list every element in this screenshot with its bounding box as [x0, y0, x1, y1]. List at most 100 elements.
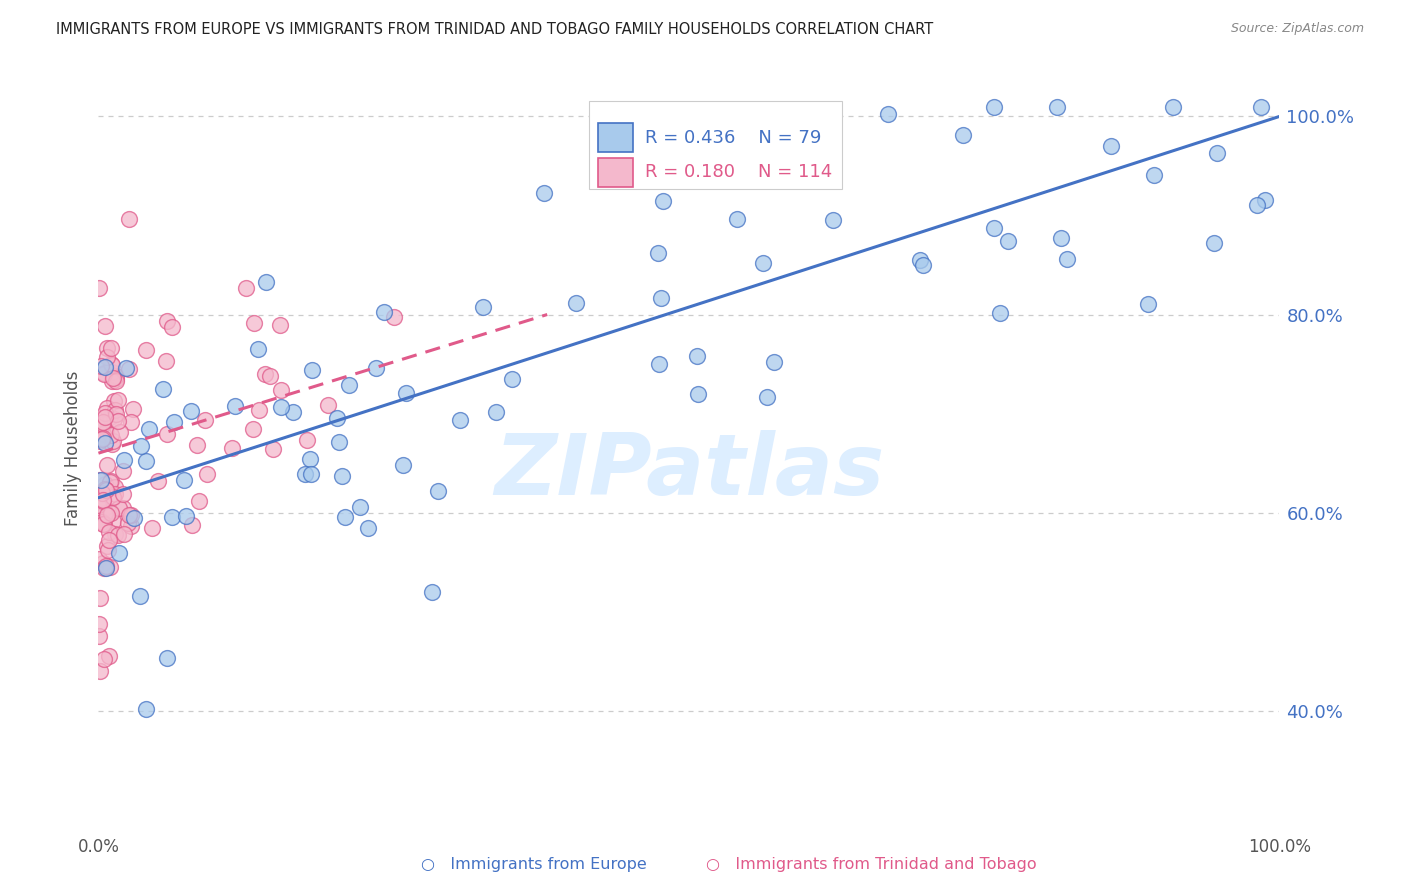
Point	[298, 451, 321, 466]
Point	[104, 374, 127, 388]
Point	[104, 368, 127, 383]
Point	[96, 458, 118, 472]
Point	[93, 516, 115, 531]
Point	[107, 546, 129, 560]
Point	[118, 508, 141, 522]
Point	[357, 520, 380, 534]
Point	[755, 390, 778, 404]
Point	[1254, 193, 1277, 207]
Point	[94, 560, 117, 574]
Point	[91, 415, 114, 429]
Point	[983, 221, 1005, 235]
Point	[93, 435, 115, 450]
Point	[90, 432, 112, 446]
Point	[262, 442, 284, 457]
Point	[118, 212, 141, 227]
Point	[1202, 236, 1225, 251]
Point	[93, 368, 115, 382]
Point	[135, 343, 157, 358]
Point	[138, 421, 160, 435]
Point	[254, 275, 277, 289]
FancyBboxPatch shape	[598, 158, 634, 186]
Point	[101, 358, 124, 372]
Point	[364, 360, 387, 375]
Point	[93, 506, 115, 520]
Point	[281, 405, 304, 419]
Point	[100, 427, 122, 442]
Point	[107, 500, 129, 515]
Text: ○   Immigrants from Europe: ○ Immigrants from Europe	[422, 857, 647, 872]
Point	[195, 467, 218, 481]
Point	[97, 533, 120, 548]
Point	[91, 516, 114, 531]
Point	[96, 350, 118, 364]
Point	[821, 213, 844, 227]
Point	[100, 504, 122, 518]
Point	[94, 318, 117, 333]
Point	[316, 397, 339, 411]
Point	[1050, 231, 1073, 245]
Point	[100, 341, 122, 355]
Point	[1046, 99, 1069, 113]
FancyBboxPatch shape	[598, 123, 634, 153]
Point	[163, 415, 186, 429]
Point	[686, 387, 709, 401]
Point	[155, 354, 177, 368]
Point	[111, 487, 134, 501]
Point	[1161, 99, 1184, 113]
Point	[101, 365, 124, 379]
Point	[301, 363, 323, 377]
Point	[104, 526, 127, 541]
Point	[107, 414, 129, 428]
Point	[100, 437, 122, 451]
Point	[243, 316, 266, 330]
Point	[135, 702, 157, 716]
Point	[96, 558, 118, 573]
Point	[100, 506, 122, 520]
Point	[90, 359, 112, 373]
Point	[186, 438, 208, 452]
Point	[910, 252, 932, 267]
Point	[299, 467, 322, 481]
Point	[471, 300, 494, 314]
Point	[911, 258, 934, 272]
Point	[330, 468, 353, 483]
Point	[1099, 138, 1122, 153]
Point	[242, 422, 264, 436]
Point	[96, 341, 118, 355]
Point	[564, 295, 586, 310]
Point	[651, 194, 673, 209]
FancyBboxPatch shape	[589, 101, 842, 189]
Point	[1143, 168, 1166, 182]
Point	[877, 107, 900, 121]
Point	[118, 362, 141, 376]
Point	[103, 411, 125, 425]
Point	[247, 403, 270, 417]
Point	[141, 521, 163, 535]
Point	[259, 368, 281, 383]
Point	[122, 402, 145, 417]
Point	[98, 475, 121, 489]
Text: ZIPatlas: ZIPatlas	[494, 430, 884, 513]
Point	[90, 473, 112, 487]
Point	[91, 515, 114, 529]
Point	[100, 474, 122, 488]
Point	[98, 409, 121, 424]
Point	[160, 510, 183, 524]
Point	[101, 371, 124, 385]
Point	[156, 314, 179, 328]
Point	[533, 186, 555, 200]
Point	[101, 374, 124, 388]
Point	[194, 412, 217, 426]
Point	[420, 584, 443, 599]
Point	[333, 510, 356, 524]
Point	[112, 527, 135, 541]
Point	[224, 399, 246, 413]
Point	[270, 400, 292, 414]
Point	[647, 246, 669, 260]
Point	[87, 629, 110, 643]
Point	[91, 417, 114, 432]
Point	[105, 407, 128, 421]
Point	[1056, 252, 1078, 266]
Point	[1246, 197, 1268, 211]
